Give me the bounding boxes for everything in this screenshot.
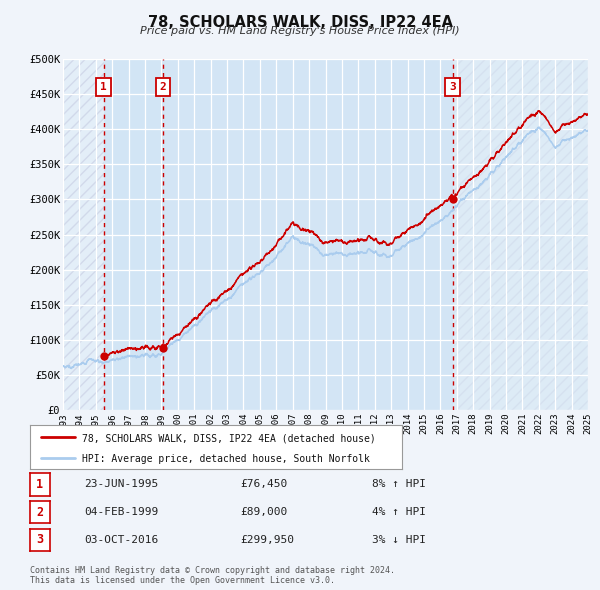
Text: £76,450: £76,450: [240, 480, 287, 489]
Text: Contains HM Land Registry data © Crown copyright and database right 2024.: Contains HM Land Registry data © Crown c…: [30, 566, 395, 575]
Text: 2: 2: [160, 82, 166, 92]
Bar: [452, 59, 588, 410]
Text: 4% ↑ HPI: 4% ↑ HPI: [372, 507, 426, 517]
Text: This data is licensed under the Open Government Licence v3.0.: This data is licensed under the Open Gov…: [30, 576, 335, 585]
Text: 78, SCHOLARS WALK, DISS, IP22 4EA: 78, SCHOLARS WALK, DISS, IP22 4EA: [148, 15, 452, 30]
Text: 3: 3: [37, 533, 43, 546]
Text: 23-JUN-1995: 23-JUN-1995: [84, 480, 158, 489]
Text: HPI: Average price, detached house, South Norfolk: HPI: Average price, detached house, Sout…: [82, 454, 370, 464]
Text: £89,000: £89,000: [240, 507, 287, 517]
Text: 3% ↓ HPI: 3% ↓ HPI: [372, 535, 426, 545]
Bar: [63, 59, 104, 410]
Text: 1: 1: [37, 478, 43, 491]
Bar: [104, 59, 163, 410]
Text: 2: 2: [37, 506, 43, 519]
Text: 1: 1: [100, 82, 107, 92]
Text: 03-OCT-2016: 03-OCT-2016: [84, 535, 158, 545]
Text: Price paid vs. HM Land Registry's House Price Index (HPI): Price paid vs. HM Land Registry's House …: [140, 26, 460, 36]
Text: 8% ↑ HPI: 8% ↑ HPI: [372, 480, 426, 489]
Text: £299,950: £299,950: [240, 535, 294, 545]
Text: 04-FEB-1999: 04-FEB-1999: [84, 507, 158, 517]
Text: 78, SCHOLARS WALK, DISS, IP22 4EA (detached house): 78, SCHOLARS WALK, DISS, IP22 4EA (detac…: [82, 433, 376, 443]
Text: 3: 3: [449, 82, 456, 92]
Bar: [163, 59, 452, 410]
